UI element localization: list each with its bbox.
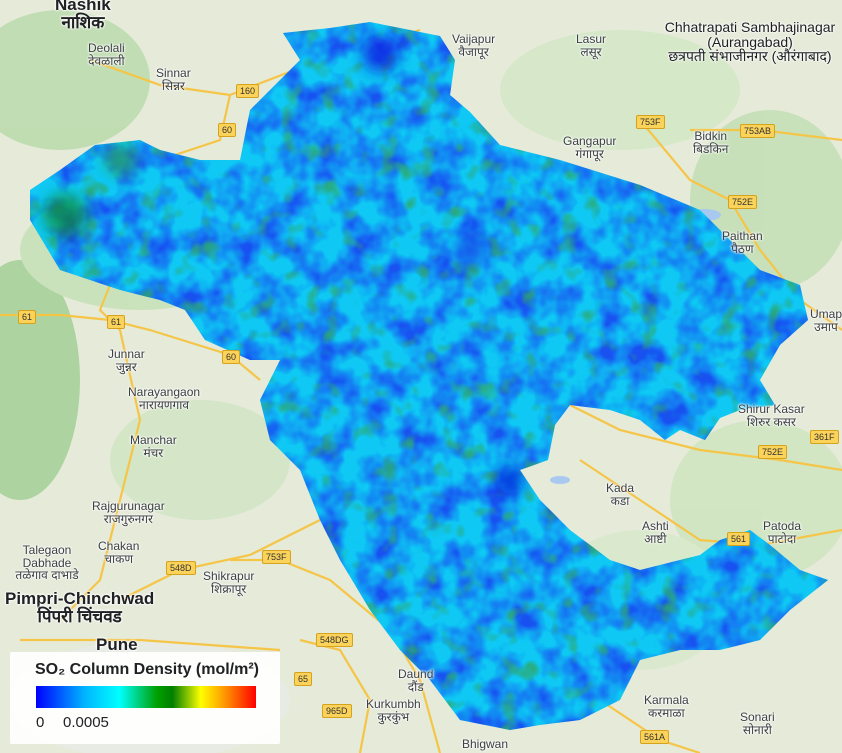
- highway-shield: 548D: [166, 561, 196, 575]
- place-bhigwan: Bhigwan: [462, 737, 509, 751]
- legend-title: SO₂ Column Density (mol/m²): [35, 661, 260, 678]
- highway-shield: 753AB: [740, 124, 776, 138]
- road-network: [0, 28, 842, 753]
- highway-shield: 561A: [640, 730, 670, 744]
- place-umap: Umap उमाप: [810, 307, 842, 334]
- highway-shield: 60: [222, 350, 241, 364]
- place-ashti: Ashti आष्टी: [642, 519, 669, 546]
- legend-min-label: 0: [36, 714, 45, 731]
- highway-shield: 61: [18, 310, 37, 324]
- place-nashik: Nashik नाशिक: [55, 0, 111, 32]
- highway-shield: 753F: [262, 550, 291, 564]
- highway-shield: 61: [107, 315, 126, 329]
- place-bidkin: Bidkin बिडकिन: [693, 129, 729, 156]
- place-daund: Daund दौंड: [398, 667, 434, 694]
- legend-max-label: 0.0005: [63, 714, 109, 731]
- place-shirur-kasar: Shirur Kasar शिरुर कसर: [738, 402, 805, 429]
- place-kada: Kada कडा: [606, 481, 635, 508]
- legend-color-ramp: [36, 686, 256, 708]
- highway-shield: 160: [236, 84, 260, 98]
- place-lasur: Lasur लसूर: [576, 32, 607, 59]
- place-chakan: Chakan चाकण: [98, 539, 140, 566]
- place-kurkumbh: Kurkumbh कुरकुंभ: [366, 697, 421, 724]
- place-junnar: Junnar जुन्नर: [108, 347, 145, 374]
- place-pimpri-chinchwad: Pimpri-Chinchwad पिंपरी चिंचवड: [5, 589, 155, 626]
- place-shikrapur: Shikrapur शिक्रापूर: [203, 569, 255, 596]
- highway-shield: 361F: [810, 430, 839, 444]
- legend-panel: SO₂ Column Density (mol/m²) 0 0.0005: [10, 652, 280, 744]
- highway-shield: 752E: [728, 195, 758, 209]
- place-sonari: Sonari सोनारी: [740, 710, 775, 737]
- highway-shield: 561: [727, 532, 751, 546]
- place-manchar: Manchar मंचर: [130, 433, 177, 460]
- highway-shield: 548DG: [316, 633, 353, 647]
- place-patoda: Patoda पाटोदा: [763, 519, 802, 546]
- place-karmala: Karmala करमाळा: [644, 693, 689, 720]
- highway-shield: 60: [218, 123, 237, 137]
- highway-shield: 753F: [636, 115, 665, 129]
- place-gangapur: Gangapur गंगापूर: [563, 134, 617, 161]
- place-pune: Pune: [96, 635, 138, 654]
- place-paithan: Paithan पैठण: [722, 229, 763, 256]
- place-rajgurunagar: Rajgurunagar राजगुरुनगर: [92, 499, 165, 526]
- place-vaijapur: Vaijapur वैजापूर: [452, 32, 496, 59]
- place-sinnar: Sinnar सिन्नर: [156, 66, 191, 93]
- place-talegaon: Talegaon Dabhade तळेगाव दाभाडे: [15, 543, 79, 583]
- highway-shield: 752E: [758, 445, 788, 459]
- place-aurangabad: Chhatrapati Sambhajinagar (Aurangabad) छत…: [664, 19, 836, 65]
- place-deolali: Deolali देवळाली: [88, 41, 125, 68]
- highway-shield: 65: [294, 672, 313, 686]
- place-narayangaon: Narayangaon नारायणगाव: [128, 385, 201, 412]
- highway-shield: 965D: [322, 704, 352, 718]
